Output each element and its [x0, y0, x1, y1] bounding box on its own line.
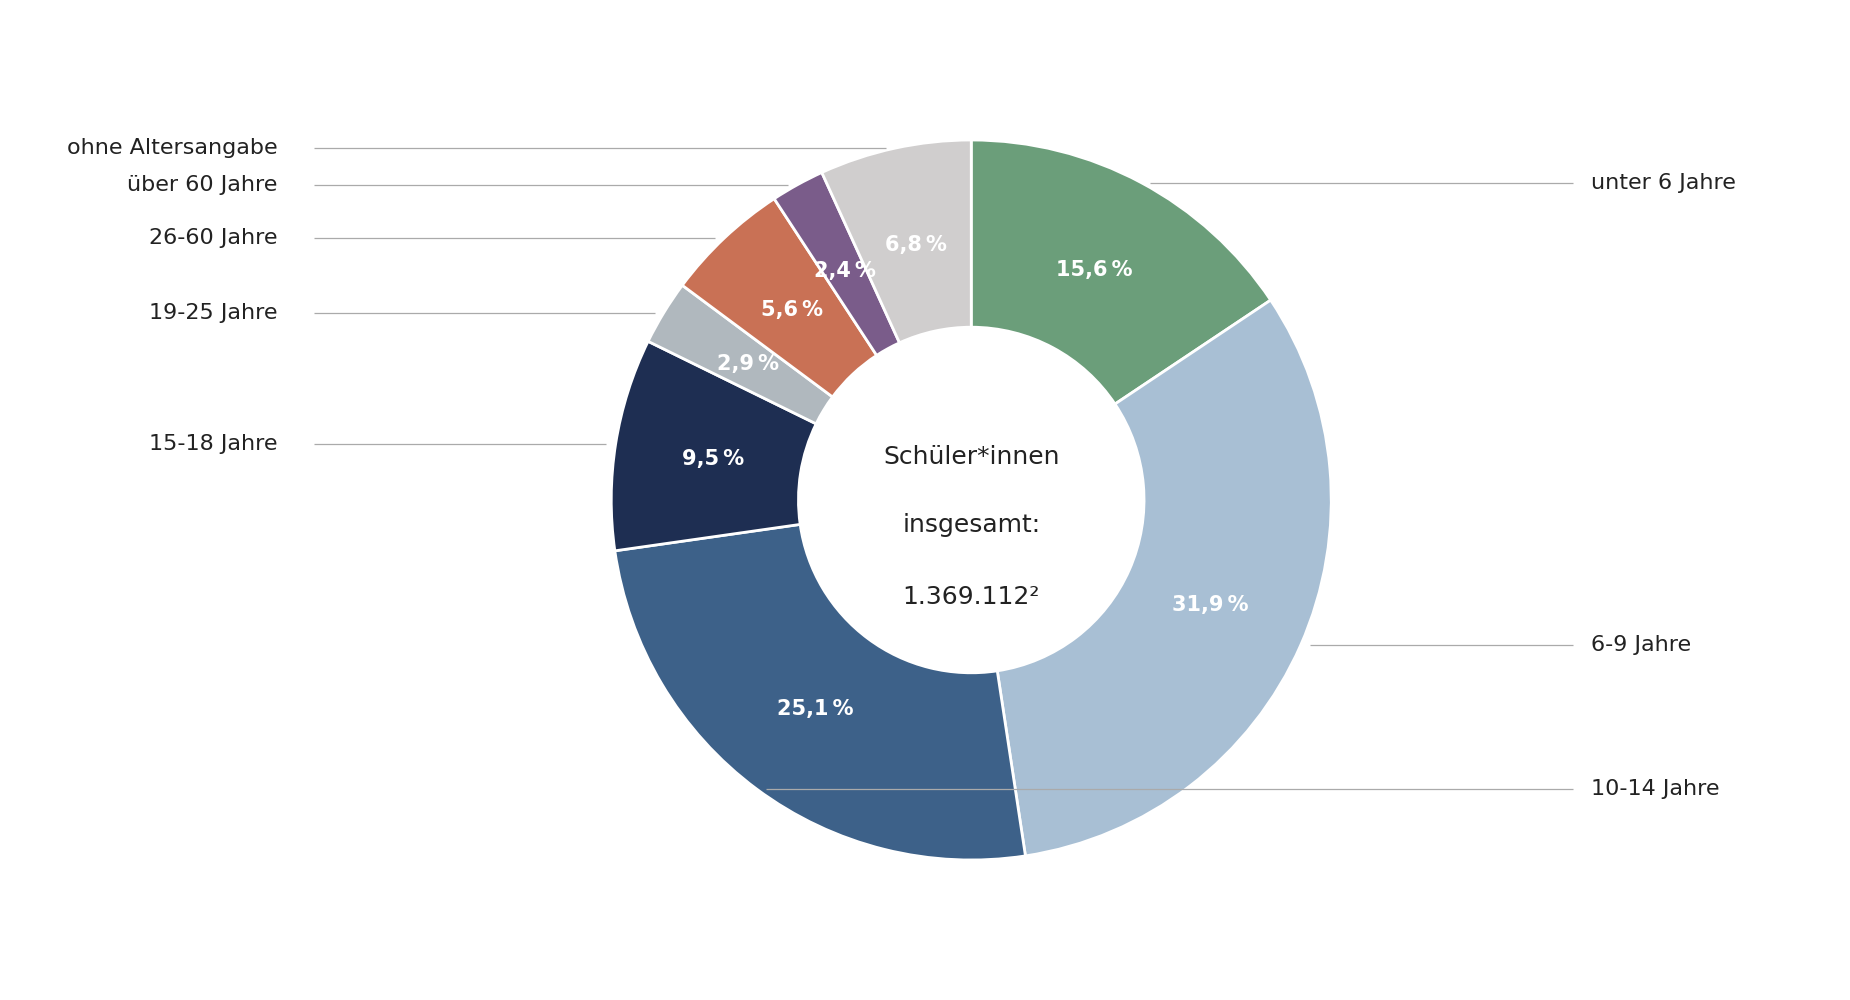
Text: ohne Altersangabe: ohne Altersangabe: [67, 138, 278, 158]
Text: 6,8 %: 6,8 %: [884, 235, 947, 255]
Text: 15-18 Jahre: 15-18 Jahre: [150, 434, 278, 454]
Text: 10-14 Jahre: 10-14 Jahre: [1591, 779, 1719, 799]
Text: 5,6 %: 5,6 %: [762, 300, 823, 320]
Wedge shape: [997, 300, 1332, 856]
Wedge shape: [683, 199, 877, 397]
Text: 9,5 %: 9,5 %: [683, 449, 744, 469]
Text: 19-25 Jahre: 19-25 Jahre: [150, 303, 278, 323]
Text: unter 6 Jahre: unter 6 Jahre: [1591, 173, 1735, 193]
Wedge shape: [610, 341, 816, 551]
Text: 2,9 %: 2,9 %: [718, 354, 779, 374]
Wedge shape: [773, 172, 899, 355]
Text: 31,9 %: 31,9 %: [1171, 595, 1249, 615]
Wedge shape: [821, 140, 971, 343]
Text: 2,4 %: 2,4 %: [814, 261, 877, 281]
Text: 6-9 Jahre: 6-9 Jahre: [1591, 635, 1691, 655]
Text: insgesamt:: insgesamt:: [903, 513, 1040, 537]
Text: über 60 Jahre: über 60 Jahre: [128, 175, 278, 195]
Text: 1.369.112²: 1.369.112²: [903, 585, 1040, 609]
Text: 25,1 %: 25,1 %: [777, 699, 855, 719]
Wedge shape: [614, 524, 1025, 860]
Text: 15,6 %: 15,6 %: [1056, 260, 1132, 280]
Wedge shape: [971, 140, 1271, 404]
Wedge shape: [648, 285, 832, 424]
Text: 26-60 Jahre: 26-60 Jahre: [150, 228, 278, 248]
Text: Schüler*innen: Schüler*innen: [882, 445, 1060, 469]
